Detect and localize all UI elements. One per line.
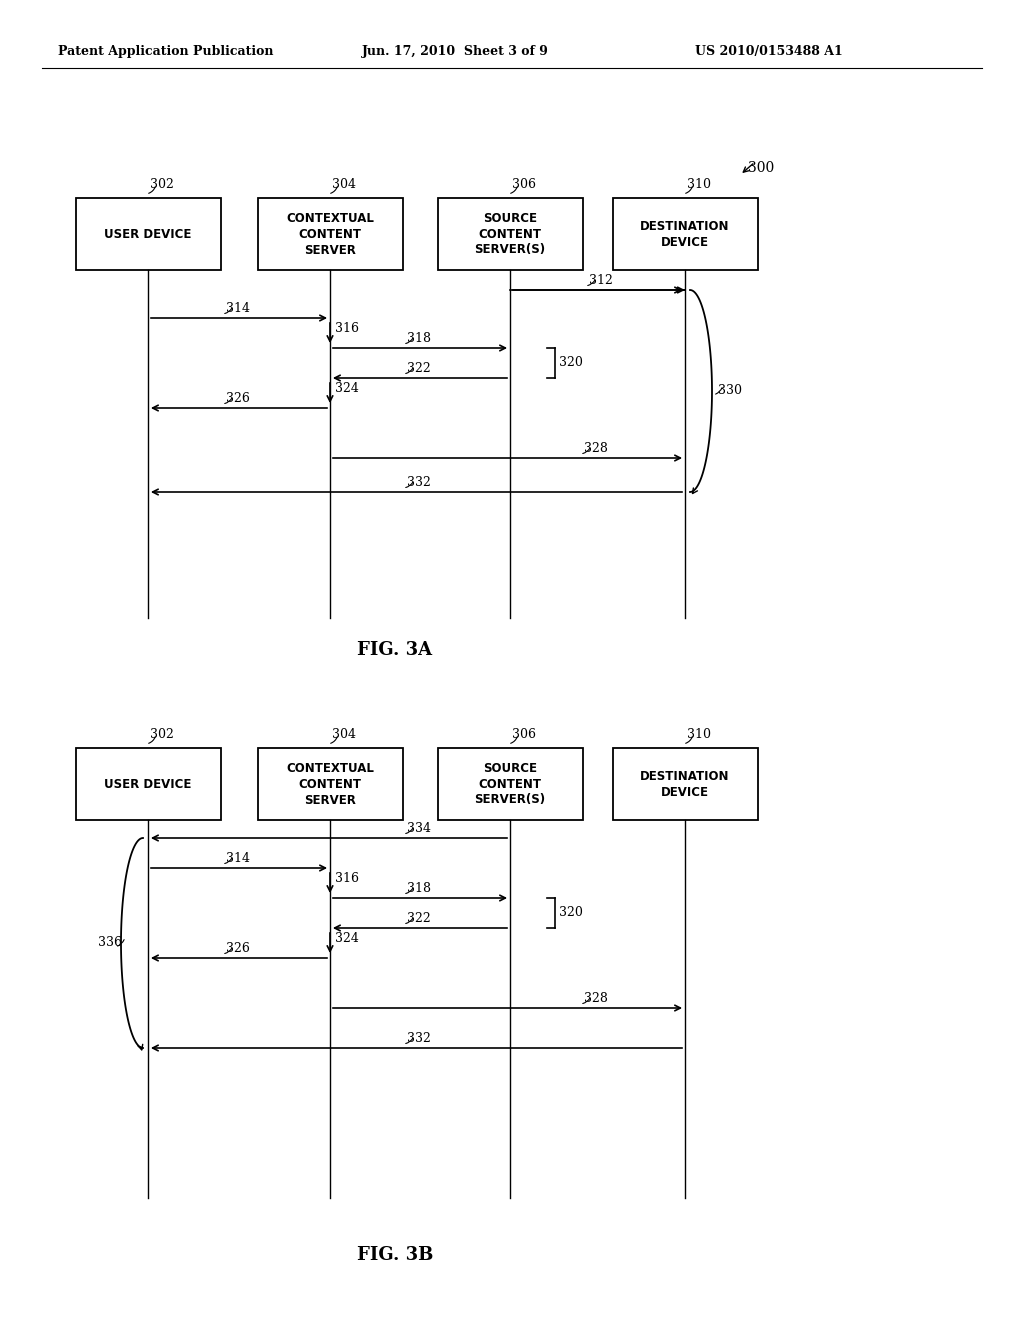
Text: USER DEVICE: USER DEVICE — [104, 777, 191, 791]
Text: 322: 322 — [407, 912, 431, 924]
Bar — [613, 198, 758, 271]
Text: 320: 320 — [559, 907, 583, 920]
Text: 316: 316 — [335, 322, 359, 334]
Text: 320: 320 — [559, 356, 583, 370]
Text: 314: 314 — [226, 301, 250, 314]
Text: 322: 322 — [407, 362, 431, 375]
Text: 306: 306 — [512, 177, 536, 190]
Text: 328: 328 — [584, 991, 608, 1005]
Text: 302: 302 — [150, 727, 174, 741]
Text: 330: 330 — [718, 384, 742, 397]
Text: 332: 332 — [407, 475, 431, 488]
Text: SOURCE
CONTENT
SERVER(S): SOURCE CONTENT SERVER(S) — [474, 762, 546, 807]
Text: 306: 306 — [512, 727, 536, 741]
Text: US 2010/0153488 A1: US 2010/0153488 A1 — [695, 45, 843, 58]
Text: 332: 332 — [407, 1031, 431, 1044]
Text: 328: 328 — [584, 441, 608, 454]
Text: 310: 310 — [687, 177, 711, 190]
Text: SOURCE
CONTENT
SERVER(S): SOURCE CONTENT SERVER(S) — [474, 211, 546, 256]
Bar — [258, 748, 403, 820]
Text: 318: 318 — [407, 331, 431, 345]
Text: 312: 312 — [589, 273, 613, 286]
Text: 326: 326 — [226, 941, 250, 954]
Text: 324: 324 — [335, 381, 358, 395]
Text: FIG. 3A: FIG. 3A — [357, 642, 432, 659]
Text: Patent Application Publication: Patent Application Publication — [58, 45, 273, 58]
Bar — [613, 748, 758, 820]
Bar — [438, 198, 583, 271]
Text: USER DEVICE: USER DEVICE — [104, 227, 191, 240]
Text: 314: 314 — [226, 851, 250, 865]
Text: 334: 334 — [407, 821, 431, 834]
Text: 318: 318 — [407, 882, 431, 895]
Text: Jun. 17, 2010  Sheet 3 of 9: Jun. 17, 2010 Sheet 3 of 9 — [362, 45, 549, 58]
Text: 324: 324 — [335, 932, 358, 945]
Text: 302: 302 — [150, 177, 174, 190]
Text: 336: 336 — [98, 936, 122, 949]
Bar — [258, 198, 403, 271]
Text: 304: 304 — [332, 177, 356, 190]
Text: 300: 300 — [748, 161, 774, 176]
Text: DESTINATION
DEVICE: DESTINATION DEVICE — [640, 219, 730, 248]
Text: 310: 310 — [687, 727, 711, 741]
Bar — [76, 748, 221, 820]
Text: CONTEXTUAL
CONTENT
SERVER: CONTEXTUAL CONTENT SERVER — [286, 762, 374, 807]
Text: 326: 326 — [226, 392, 250, 404]
Bar — [438, 748, 583, 820]
Bar — [76, 198, 221, 271]
Text: DESTINATION
DEVICE: DESTINATION DEVICE — [640, 770, 730, 799]
Text: 316: 316 — [335, 871, 359, 884]
Text: 304: 304 — [332, 727, 356, 741]
Text: FIG. 3B: FIG. 3B — [356, 1246, 433, 1265]
Text: CONTEXTUAL
CONTENT
SERVER: CONTEXTUAL CONTENT SERVER — [286, 211, 374, 256]
